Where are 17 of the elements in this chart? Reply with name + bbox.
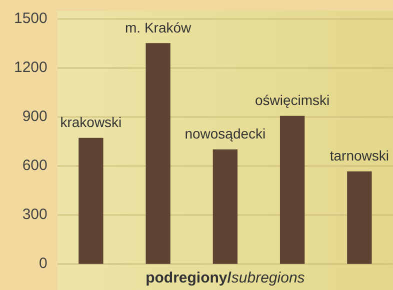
y-tick-label: 1500 bbox=[14, 10, 48, 28]
bar bbox=[78, 138, 104, 264]
bar bbox=[280, 116, 305, 264]
bar bbox=[212, 149, 238, 264]
y-tick-label: 1200 bbox=[14, 59, 48, 76]
x-tick-label: tarnowski bbox=[330, 148, 390, 164]
bar bbox=[146, 43, 170, 264]
y-tick-label: 600 bbox=[22, 157, 48, 174]
x-tick-label: krakowski bbox=[60, 114, 122, 130]
x-axis-title: podregiony/subregions bbox=[146, 270, 306, 287]
x-tick-label: oświęcimski bbox=[254, 92, 330, 108]
bar bbox=[347, 171, 372, 264]
x-tick-label: nowosądecki bbox=[184, 126, 266, 142]
x-tick-label: m. Kraków bbox=[124, 19, 192, 36]
y-tick-label: 900 bbox=[22, 108, 48, 126]
y-tick-label: 0 bbox=[39, 255, 48, 272]
y-tick-label: 300 bbox=[22, 206, 48, 224]
